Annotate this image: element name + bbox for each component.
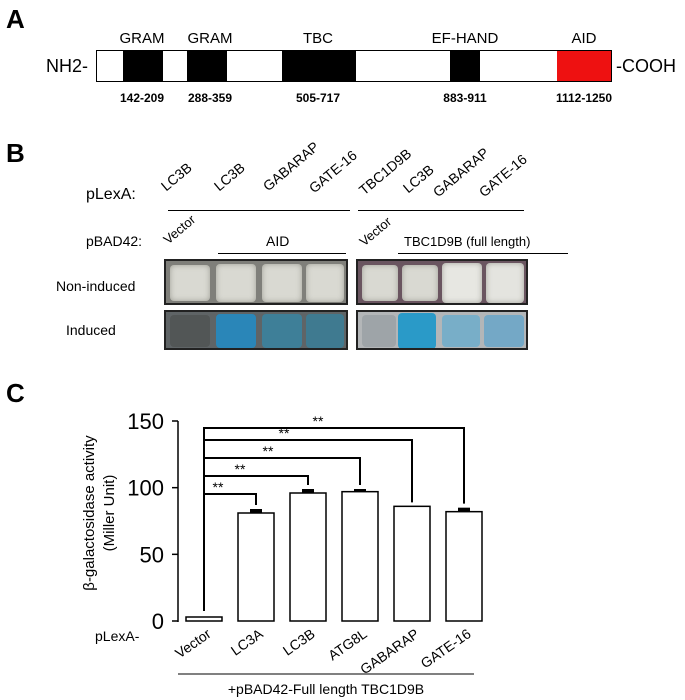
domain-label-gram-2: GRAM xyxy=(187,30,233,47)
y-axis-label-line1: β-galactosidase activity xyxy=(81,435,98,591)
domain-gram-1 xyxy=(123,51,163,81)
right-tbc-underline xyxy=(398,253,568,254)
right-plate-induced xyxy=(356,310,528,350)
colony-spot xyxy=(398,313,436,348)
error-bar xyxy=(250,509,262,513)
colony-spot xyxy=(402,265,438,301)
x-axis-label: +pBAD42-Full length TBC1D9B xyxy=(228,681,424,697)
left-plate-induced xyxy=(164,310,348,350)
error-bar xyxy=(354,489,366,492)
significance-label: ** xyxy=(213,479,224,495)
right-plexa-underline xyxy=(358,210,524,211)
left-aid-group-label: AID xyxy=(266,233,290,249)
panel-b-letter: B xyxy=(6,138,25,168)
domain-label-aid: AID xyxy=(571,30,597,47)
colony-spot xyxy=(306,314,344,348)
colony-spot xyxy=(216,314,256,348)
induced-row-label: Induced xyxy=(66,322,116,338)
x-tick-label: LC3B xyxy=(280,625,318,658)
bar xyxy=(341,490,379,622)
y-tick-label: 50 xyxy=(140,542,164,567)
colony-spot xyxy=(362,265,398,301)
significance-label: ** xyxy=(263,443,274,459)
c-terminus-label: -COOH xyxy=(616,56,676,76)
bar xyxy=(445,510,483,622)
range-label-tbc: 505-717 xyxy=(295,91,341,105)
domain-gram-2 xyxy=(187,51,227,81)
right-tbc-group-label: TBC1D9B (full length) xyxy=(404,234,531,249)
bar xyxy=(185,616,223,622)
left-plexa-underline xyxy=(168,210,350,211)
colony-spot xyxy=(484,315,524,347)
range-label-ef-hand: 883-911 xyxy=(443,91,487,105)
colony-spot xyxy=(306,264,344,302)
domain-tbc xyxy=(282,51,356,81)
significance-label: ** xyxy=(235,461,246,477)
colony-spot xyxy=(442,315,480,347)
domain-ef-hand xyxy=(450,51,480,81)
panel-c-letter: C xyxy=(6,378,25,408)
x-tick-label: Vector xyxy=(172,625,214,661)
left-plate-non-induced xyxy=(164,259,348,305)
error-bar xyxy=(458,507,470,512)
x-tick-label: ATG8L xyxy=(325,625,370,663)
bar xyxy=(289,492,327,622)
bar xyxy=(393,505,431,622)
bar xyxy=(237,512,275,622)
domain-label-ef-hand: EF-HAND xyxy=(431,30,499,47)
domain-aid xyxy=(557,51,611,81)
colony-spot xyxy=(362,315,396,347)
plexa-row-label: pLexA: xyxy=(86,186,136,203)
non-induced-row-label: Non-induced xyxy=(56,278,136,294)
colony-spot xyxy=(486,263,524,303)
x-tick-label: GATE-16 xyxy=(418,625,474,671)
y-tick-label: 100 xyxy=(127,476,164,501)
plexa-axis-label: pLexA- xyxy=(95,628,140,644)
colony-spot xyxy=(262,314,302,348)
colony-spot xyxy=(170,265,210,301)
colony-spot xyxy=(216,264,256,302)
panel-a-letter: A xyxy=(6,4,25,34)
left-aid-underline xyxy=(218,253,346,254)
range-label-aid: 1112-1250 xyxy=(555,91,613,105)
colony-spot xyxy=(262,264,302,302)
range-label-gram-2: 288-359 xyxy=(187,91,233,105)
colony-spot xyxy=(442,263,482,303)
right-plate-non-induced xyxy=(356,259,528,305)
pbad42-row-label: pBAD42: xyxy=(86,233,143,249)
significance-label: ** xyxy=(313,413,324,429)
y-tick-label: 150 xyxy=(127,409,164,434)
protein-domain-bar xyxy=(96,50,612,82)
significance-bracket xyxy=(203,457,361,611)
domain-label-gram-1: GRAM xyxy=(119,30,165,47)
significance-label: ** xyxy=(279,425,290,441)
x-tick-label: LC3A xyxy=(228,625,266,659)
n-terminus-label: NH2- xyxy=(46,56,89,76)
domain-label-tbc: TBC xyxy=(303,30,333,47)
y-tick-label: 0 xyxy=(152,609,164,634)
y-axis-label-line2: (Miller Unit) xyxy=(101,475,118,552)
x-tick-label: GABARAP xyxy=(357,625,422,677)
significance-bracket xyxy=(203,427,465,611)
colony-spot xyxy=(170,315,210,347)
error-bar xyxy=(302,489,314,493)
range-label-gram-1: 142-209 xyxy=(119,91,165,105)
